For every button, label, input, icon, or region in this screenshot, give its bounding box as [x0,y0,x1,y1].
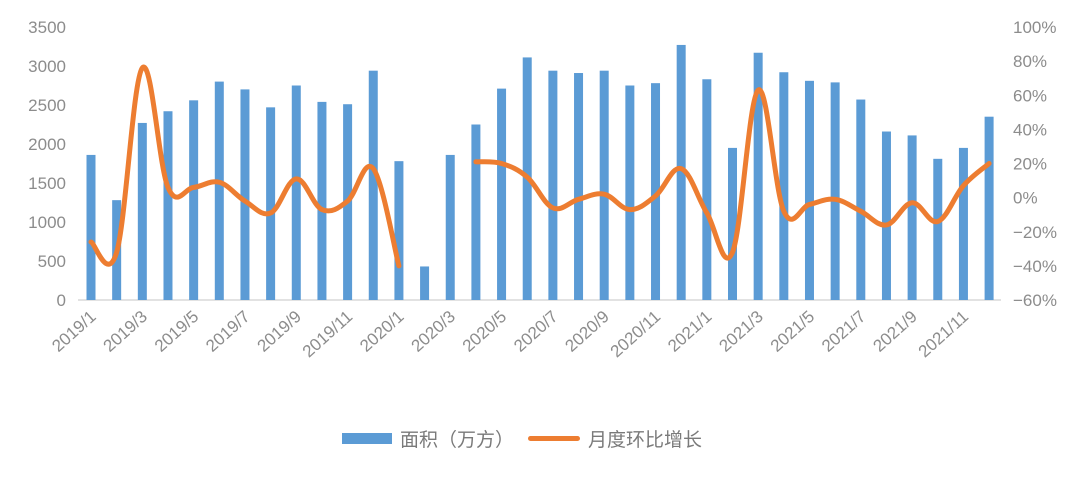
legend: 面积（万方） 月度环比增长 [342,423,716,453]
bar [625,85,635,300]
line-series-growth [88,64,992,269]
bar-swatch-icon [342,432,392,444]
x-tick-label: 2021/3 [715,307,766,356]
left-tick-label: 500 [38,252,66,271]
bar [317,101,327,300]
legend-label-growth: 月度环比增长 [588,428,703,451]
right-tick-label: −20% [1013,223,1057,242]
x-tick-label: 2021/11 [915,307,972,361]
x-tick-label: 2019/3 [100,307,151,356]
bar [881,131,891,300]
bar [574,73,584,301]
left-tick-label: 1000 [28,213,66,232]
bar [86,154,96,300]
x-tick-label: 2020/7 [510,307,561,356]
bar [856,99,866,300]
x-tick-label: 2020/3 [408,307,459,356]
right-tick-label: 20% [1013,155,1047,174]
bar [907,135,917,300]
bar [368,70,378,301]
right-y-axis: −60% −40% −20% 0% 20% 40% 60% 80% 100% [1013,18,1057,310]
growth-line [473,87,992,261]
left-tick-label: 1500 [28,174,66,193]
bar [497,88,507,301]
bar [676,44,686,300]
bar-series-area [86,44,994,301]
x-tick-label: 2020/1 [356,307,407,356]
left-tick-label: 0 [57,291,66,310]
bar [163,111,173,301]
line-swatch-icon [528,435,581,441]
bar [702,79,712,300]
left-tick-label: 2500 [28,96,66,115]
left-tick-label: 3500 [28,18,66,37]
legend-item-growth: 月度环比增长 [528,425,702,452]
bar [804,80,814,300]
x-tick-label: 2021/9 [869,307,920,356]
legend-label-area: 面积（万方） [400,428,515,451]
right-tick-label: 80% [1013,52,1047,71]
bar [291,85,301,300]
bar [984,116,994,300]
x-tick-label: 2019/9 [254,307,305,356]
bar [830,82,840,300]
bar [445,154,455,300]
right-tick-label: −40% [1013,257,1057,276]
x-tick-label: 2020/5 [459,307,510,356]
bar [471,124,481,300]
bar [214,81,224,300]
bar [394,161,404,300]
right-tick-label: 60% [1013,86,1047,105]
x-tick-label: 2019/5 [151,307,202,356]
left-y-axis: 0 500 1000 1500 2000 2500 3000 3500 [28,18,66,310]
growth-line [88,64,402,269]
x-tick-label: 2021/5 [767,307,818,356]
x-tick-label: 2020/11 [607,307,664,361]
left-tick-label: 3000 [28,57,66,76]
bar [753,52,763,300]
right-tick-label: 40% [1013,120,1047,139]
x-tick-label: 2019/11 [299,307,356,361]
legend-item-area: 面积（万方） [342,425,514,452]
bar [933,158,943,300]
bar [137,122,147,300]
right-tick-label: −60% [1013,291,1057,310]
bar [548,70,558,301]
x-tick-label: 2021/7 [818,307,869,356]
bar [779,72,789,301]
bar [420,266,430,300]
right-tick-label: 0% [1013,189,1038,208]
left-tick-label: 2000 [28,135,66,154]
bar [958,147,968,300]
bar [651,83,661,300]
x-tick-label: 2019/1 [48,307,99,356]
bar [240,89,250,301]
x-tick-label: 2020/9 [562,307,613,356]
right-tick-label: 100% [1013,18,1056,37]
bar [599,70,609,301]
x-tick-label: 2021/1 [664,307,715,356]
x-tick-label: 2019/7 [202,307,253,356]
bar [728,147,737,300]
bar [189,100,199,300]
bar [266,107,276,300]
